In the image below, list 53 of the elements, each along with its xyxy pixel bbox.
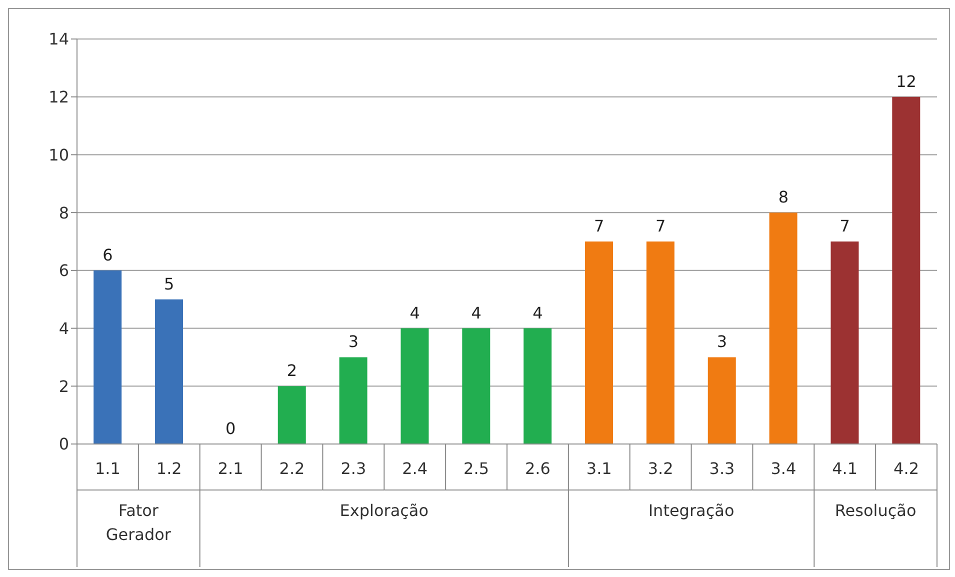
bar [708, 357, 736, 444]
bar [524, 328, 552, 444]
text: Resolução [834, 501, 916, 520]
data-label: 6 [102, 245, 113, 264]
x-tick-label: 1.1 [94, 459, 120, 478]
bar [646, 242, 674, 444]
x-tick-label: 1.2 [156, 459, 182, 478]
bar [892, 96, 920, 444]
data-label: 7 [840, 216, 850, 236]
y-tick-label: 2 [58, 376, 69, 396]
data-label: 3 [348, 332, 359, 352]
x-tick-label: 2.2 [279, 459, 305, 478]
x-tick-label: 2.1 [218, 459, 244, 478]
y-tick-label: 4 [58, 318, 69, 338]
data-label: 0 [225, 419, 236, 438]
x-tick-label: 4.1 [832, 459, 858, 478]
data-label: 7 [655, 216, 666, 236]
text: Integração [648, 501, 734, 520]
x-tick-label: 2.3 [340, 459, 366, 478]
y-tick-label: 14 [48, 30, 69, 49]
data-label: 5 [164, 274, 174, 294]
bar [94, 270, 122, 444]
y-tick-label: 0 [58, 434, 69, 454]
y-tick-label: 8 [58, 203, 69, 222]
bar [769, 212, 798, 444]
data-label: 8 [778, 188, 789, 207]
data-label: 4 [410, 303, 420, 322]
bar [585, 242, 614, 444]
bar [155, 299, 184, 444]
x-tick-label: 3.1 [586, 459, 612, 478]
text: Exploração [340, 501, 429, 520]
y-tick-label: 10 [48, 145, 69, 164]
data-label: 12 [896, 72, 916, 91]
bar [462, 328, 490, 444]
y-tick-label: 12 [48, 88, 69, 107]
data-label: 2 [286, 361, 298, 380]
x-tick-label: 2.5 [464, 459, 490, 478]
bar [278, 386, 306, 444]
x-tick-label: 4.2 [894, 459, 920, 478]
x-tick-label: 3.2 [648, 459, 674, 478]
data-label: 7 [594, 216, 604, 236]
bar [830, 242, 859, 444]
x-tick-label: 2.6 [524, 459, 550, 478]
x-tick-label: 3.3 [709, 459, 735, 478]
bar [339, 357, 368, 444]
data-label: 4 [532, 303, 543, 322]
y-tick-label: 6 [58, 261, 69, 280]
text: Fator Gerador [106, 501, 172, 544]
x-tick-label: 2.4 [402, 459, 428, 478]
bar [400, 328, 429, 444]
data-label: 4 [471, 303, 482, 322]
x-tick-label: 3.4 [770, 459, 796, 478]
data-label: 3 [716, 332, 728, 352]
